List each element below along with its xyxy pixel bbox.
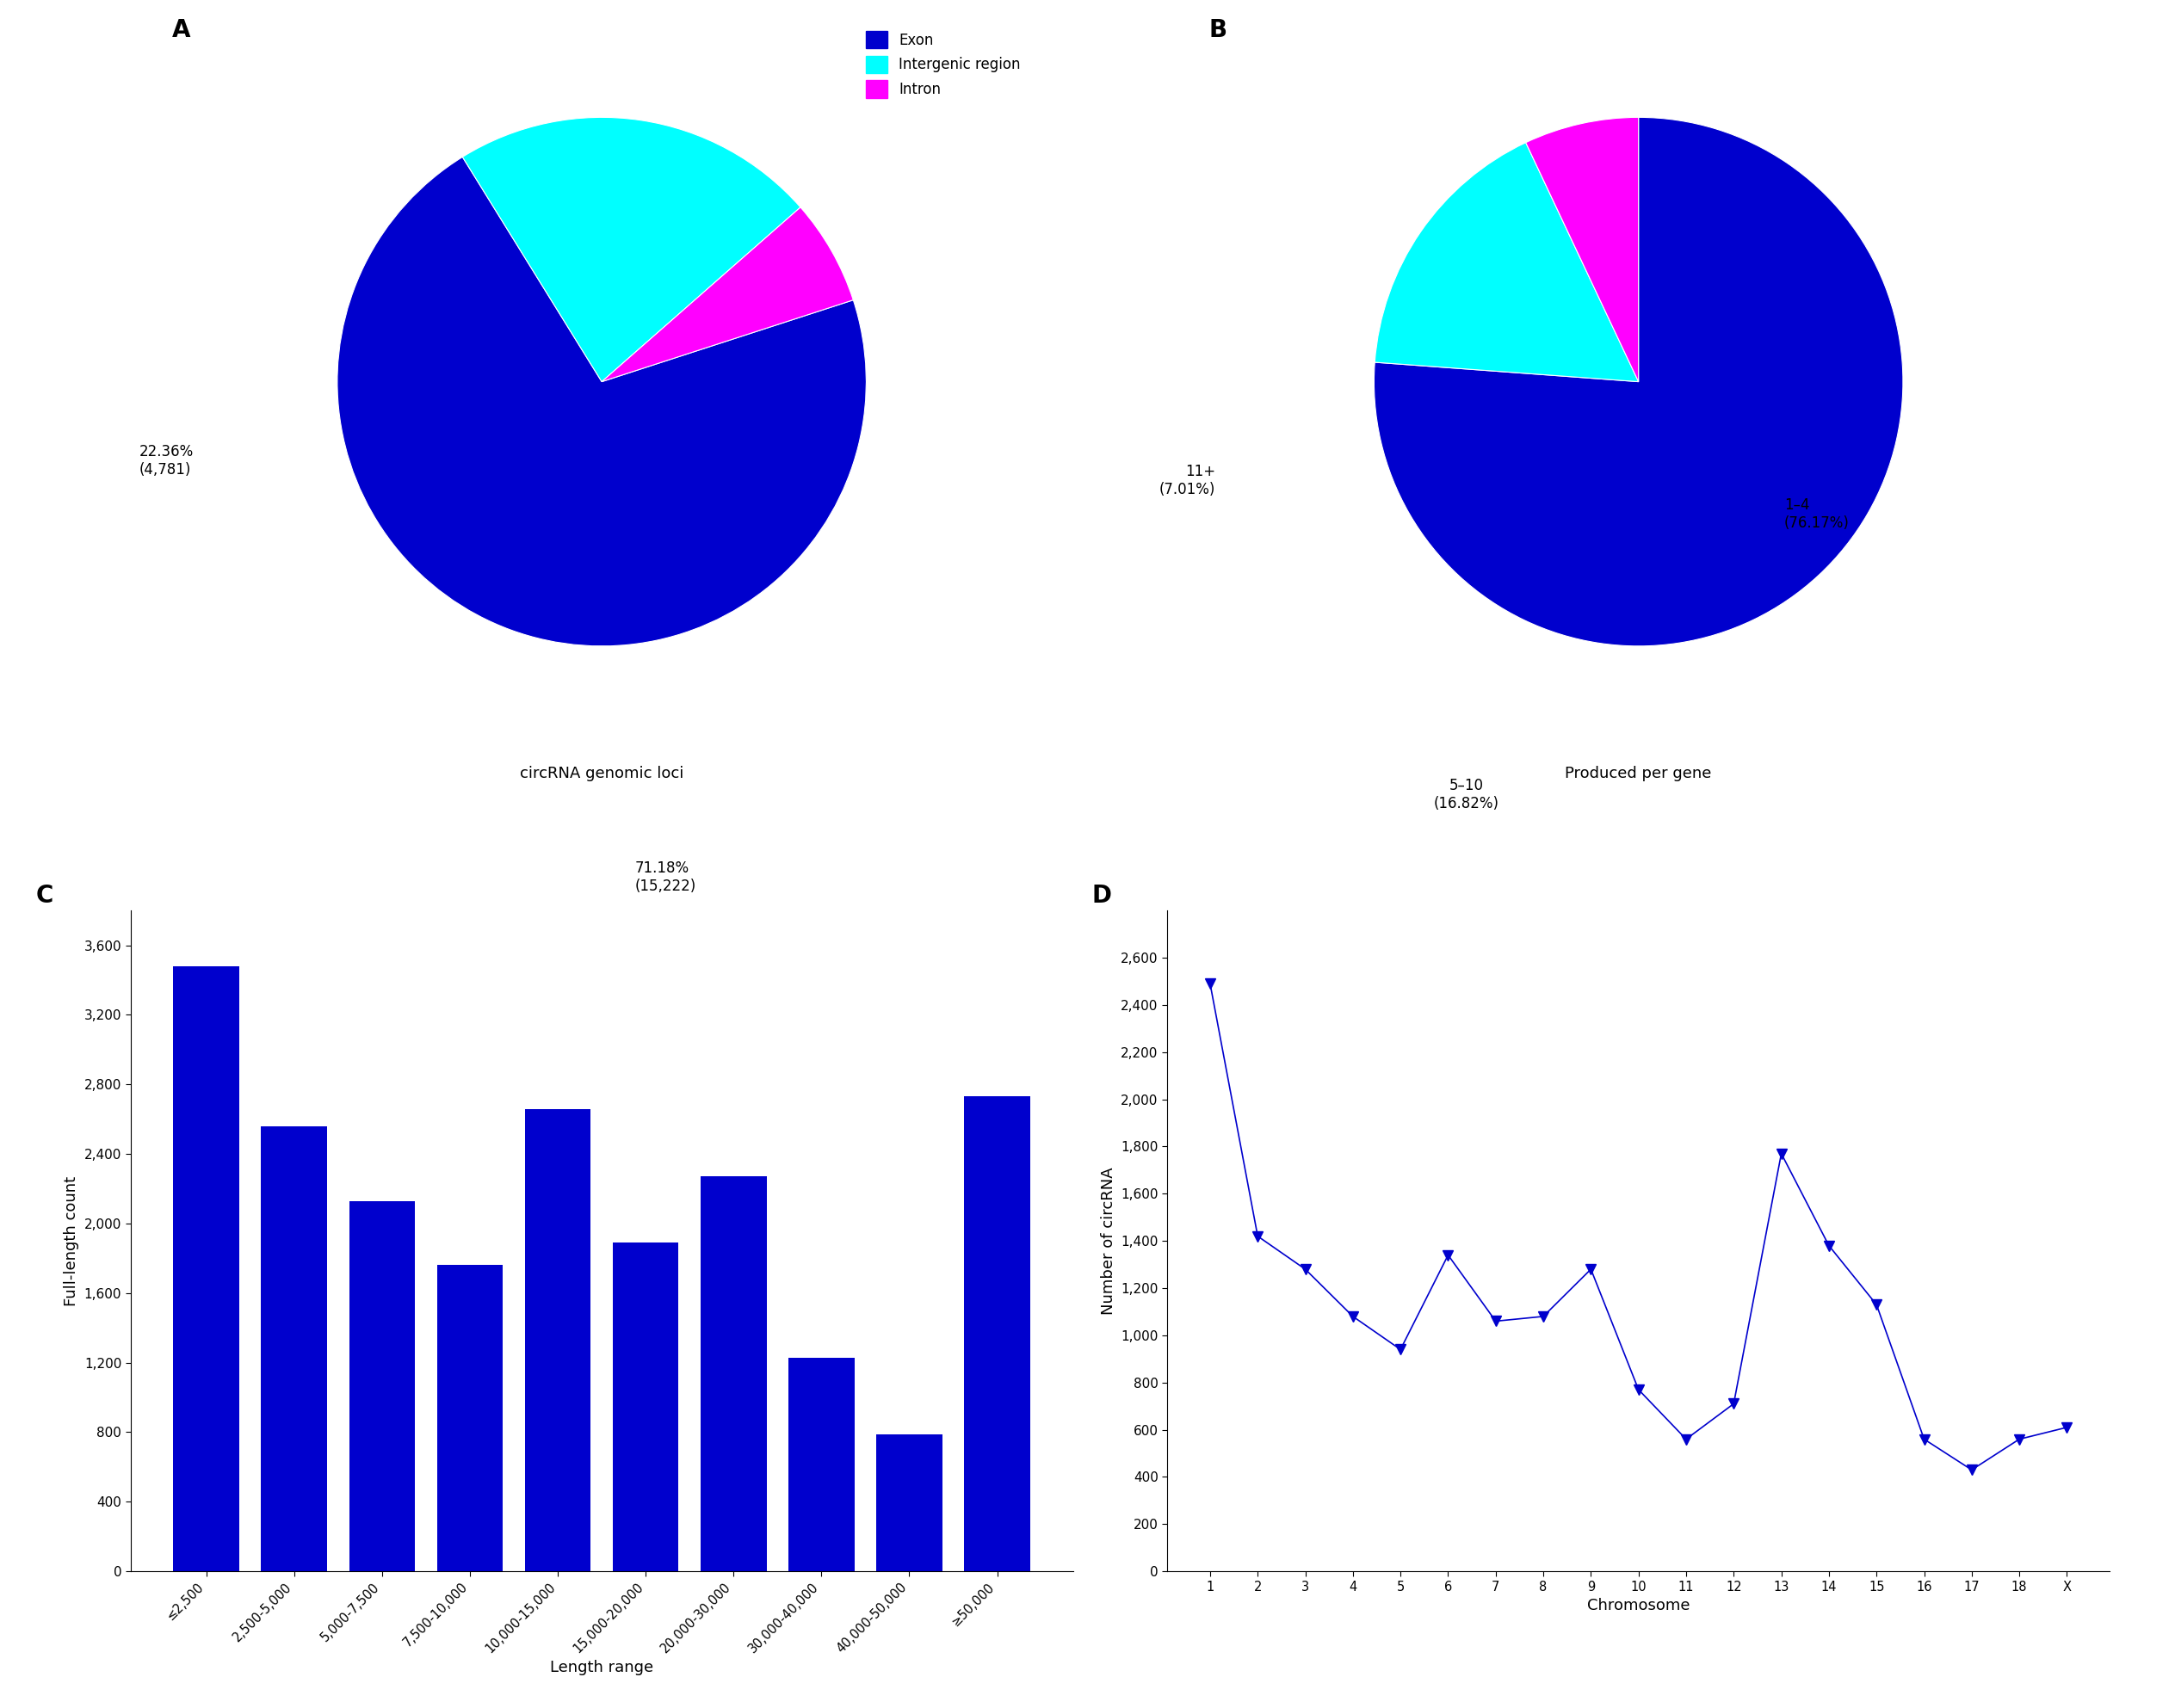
Bar: [700, 1177, 766, 1571]
Bar: [964, 1097, 1031, 1571]
Text: 5–10
(16.82%): 5–10 (16.82%): [1433, 779, 1499, 811]
Y-axis label: Full-length count: Full-length count: [63, 1175, 78, 1307]
X-axis label: Chromosome: Chromosome: [1588, 1599, 1690, 1614]
Bar: [174, 967, 239, 1571]
Bar: [790, 1358, 855, 1571]
Y-axis label: Number of circRNA: Number of circRNA: [1101, 1167, 1116, 1315]
Text: A: A: [172, 19, 191, 43]
Bar: [437, 1266, 502, 1571]
Wedge shape: [1375, 118, 1903, 646]
Wedge shape: [1375, 142, 1638, 381]
Bar: [877, 1435, 942, 1571]
Bar: [261, 1126, 326, 1571]
Wedge shape: [602, 207, 853, 381]
Text: 71.18%
(15,222): 71.18% (15,222): [635, 861, 696, 893]
Wedge shape: [337, 157, 866, 646]
X-axis label: Length range: Length range: [550, 1660, 652, 1676]
Title: circRNA genomic loci: circRNA genomic loci: [520, 767, 683, 782]
Bar: [350, 1201, 415, 1571]
Text: 11+
(7.01%): 11+ (7.01%): [1159, 465, 1216, 497]
Text: D: D: [1092, 885, 1111, 909]
Bar: [613, 1243, 679, 1571]
Text: 22.36%
(4,781): 22.36% (4,781): [139, 444, 194, 478]
Text: 1–4
(76.17%): 1–4 (76.17%): [1784, 497, 1849, 531]
Text: C: C: [37, 885, 54, 909]
Bar: [524, 1108, 592, 1571]
Title: Produced per gene: Produced per gene: [1566, 767, 1712, 782]
Text: B: B: [1209, 19, 1227, 43]
Legend: Exon, Intergenic region, Intron: Exon, Intergenic region, Intron: [859, 26, 1027, 104]
Wedge shape: [1525, 118, 1638, 381]
Wedge shape: [463, 118, 800, 381]
